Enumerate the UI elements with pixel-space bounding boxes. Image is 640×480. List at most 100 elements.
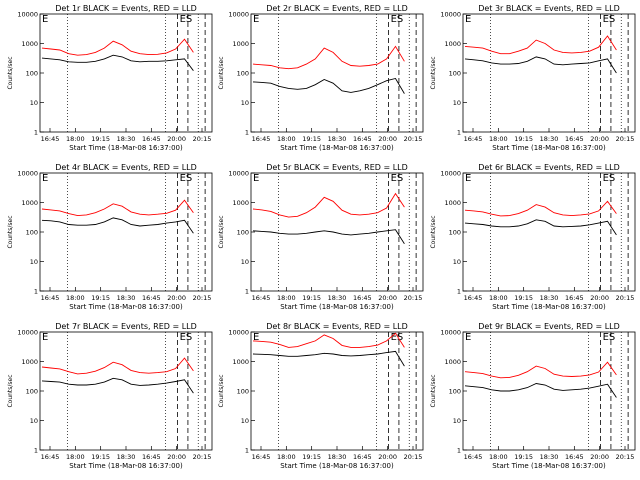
det-3r-frame (462, 13, 636, 133)
det-9r-ytick-label-2: 100 (449, 388, 461, 396)
det-1r-marker-e: E (42, 14, 48, 25)
det-5r-ytick-label-1: 10 (241, 258, 249, 266)
det-8r-ytick-label-1: 10 (241, 417, 249, 425)
det-1r-frame (39, 13, 213, 133)
det-3r-marker-es: ES (603, 14, 616, 25)
det-5r-ytick-label-0: 1 (245, 288, 249, 296)
det-5r-marker-e: E (253, 173, 259, 184)
det-5r-events-line (252, 229, 405, 244)
det-2r-lld-line (252, 45, 405, 70)
det-6r-xtick-label-6: 20:15 (616, 294, 635, 302)
det-6r-ytick-label-0: 1 (457, 288, 461, 296)
det-7r-lld-line (41, 357, 194, 375)
det-8r-title: Det 8r BLACK = Events, RED = LLD (266, 322, 408, 331)
det-9r-ylabel: Counts/sec (430, 374, 437, 407)
det-3r-xtick-label-2: 19:15 (514, 135, 533, 143)
det-1r-xtick-label-1: 18:00 (66, 135, 85, 143)
det-3r-xtick-label-1: 18:00 (489, 135, 508, 143)
det-8r-marker-e: E (253, 332, 259, 343)
det-2r-ytick-label-2: 100 (237, 70, 249, 78)
det-8r-ytick-label-2: 100 (237, 388, 249, 396)
det-6r-xtick-label-2: 19:15 (514, 294, 533, 302)
det-1r-ytick-label-4: 10000 (17, 11, 38, 19)
det-7r-xtick-label-2: 19:15 (91, 453, 110, 461)
det-9r-xtick-label-5: 20:00 (590, 453, 609, 461)
det-9r-xtick-label-6: 20:15 (616, 453, 635, 461)
det-9r-lld-line (464, 361, 617, 379)
det-1r-xtick-label-6: 20:15 (193, 135, 212, 143)
det-7r-ytick-label-2: 100 (26, 388, 38, 396)
det-1r-xtick-label-3: 18:30 (117, 135, 136, 143)
det-8r-ytick-label-4: 10000 (228, 329, 249, 337)
det-2r-ylabel: Counts/sec (218, 56, 225, 89)
det-8r-xlabel: Start Time (18-Mar-08 16:37:00) (280, 462, 394, 470)
det-3r-ytick-label-0: 1 (457, 129, 461, 137)
det-3r-ylabel: Counts/sec (430, 56, 437, 89)
det-3r-xlabel: Start Time (18-Mar-08 16:37:00) (492, 144, 606, 152)
det-4r-xtick-label-2: 19:15 (91, 294, 110, 302)
det-6r-xtick-label-4: 16:45 (565, 294, 584, 302)
det-4r-ytick-label-0: 1 (34, 288, 38, 296)
det-7r-marker-es: ES (180, 332, 193, 343)
det-6r-xtick-label-1: 18:00 (489, 294, 508, 302)
det-5r-title: Det 5r BLACK = Events, RED = LLD (266, 163, 408, 172)
det-7r-xtick-label-3: 18:30 (117, 453, 136, 461)
det-2r-xtick-label-0: 16:45 (252, 135, 271, 143)
det-5r-xtick-label-3: 18:30 (328, 294, 347, 302)
det-2r-ytick-label-4: 10000 (228, 11, 249, 19)
det-3r-xtick-label-3: 18:30 (540, 135, 559, 143)
det-8r-marker-es: ES (391, 332, 404, 343)
det-3r-events-line (464, 56, 617, 74)
det-6r-marker-e: E (465, 173, 471, 184)
det-4r-xtick-label-6: 20:15 (193, 294, 212, 302)
det-7r-marker-e: E (42, 332, 48, 343)
det-1r-xtick-label-5: 20:00 (167, 135, 186, 143)
det-6r-ytick-label-4: 10000 (440, 170, 461, 178)
det-9r-title: Det 9r BLACK = Events, RED = LLD (478, 322, 620, 331)
det-4r-marker-es: ES (180, 173, 193, 184)
det-4r-xtick-label-3: 18:30 (117, 294, 136, 302)
det-2r-marker-es: ES (391, 14, 404, 25)
det-1r-xtick-label-4: 16:45 (142, 135, 161, 143)
det-3r-lld-line (464, 35, 617, 55)
det-5r-xlabel: Start Time (18-Mar-08 16:37:00) (280, 303, 394, 311)
det-7r-xtick-label-0: 16:45 (41, 453, 60, 461)
det-2r-xtick-label-2: 19:15 (302, 135, 321, 143)
det-6r-marker-es: ES (603, 173, 616, 184)
det-7r-xtick-label-6: 20:15 (193, 453, 212, 461)
det-3r-ytick-label-3: 1000 (444, 40, 461, 48)
det-3r-xtick-label-0: 16:45 (464, 135, 483, 143)
det-6r-lld-line (464, 200, 617, 217)
det-5r-xtick-label-6: 20:15 (404, 294, 423, 302)
det-5r-ytick-label-3: 1000 (232, 199, 249, 207)
det-6r-ylabel: Counts/sec (430, 215, 437, 248)
det-2r-xtick-label-4: 16:45 (353, 135, 372, 143)
det-4r-ytick-label-1: 10 (30, 258, 38, 266)
det-6r-xlabel: Start Time (18-Mar-08 16:37:00) (492, 303, 606, 311)
det-9r-xlabel: Start Time (18-Mar-08 16:37:00) (492, 462, 606, 470)
det-5r-lld-line (252, 192, 405, 218)
det-1r-title: Det 1r BLACK = Events, RED = LLD (55, 4, 197, 13)
det-2r-ytick-label-1: 10 (241, 99, 249, 107)
det-9r-xtick-label-2: 19:15 (514, 453, 533, 461)
det-9r-xtick-label-1: 18:00 (489, 453, 508, 461)
det-9r-xtick-label-3: 18:30 (540, 453, 559, 461)
det-4r-marker-e: E (42, 173, 48, 184)
det-5r-xtick-label-4: 16:45 (353, 294, 372, 302)
det-6r-ytick-label-3: 1000 (444, 199, 461, 207)
det-1r-xtick-label-2: 19:15 (91, 135, 110, 143)
det-3r-xtick-label-5: 20:00 (590, 135, 609, 143)
det-2r-marker-e: E (253, 14, 259, 25)
det-2r-title: Det 2r BLACK = Events, RED = LLD (266, 4, 408, 13)
det-8r-lld-line (252, 332, 405, 348)
det-1r-events-line (41, 54, 194, 71)
det-7r-xtick-label-1: 18:00 (66, 453, 85, 461)
det-4r-xtick-label-5: 20:00 (167, 294, 186, 302)
det-4r-xlabel: Start Time (18-Mar-08 16:37:00) (69, 303, 183, 311)
det-2r-xtick-label-5: 20:00 (378, 135, 397, 143)
det-4r-ylabel: Counts/sec (7, 215, 14, 248)
det-7r-ytick-label-0: 1 (34, 447, 38, 455)
det-4r-ytick-label-2: 100 (26, 229, 38, 237)
det-2r-events-line (252, 77, 405, 94)
